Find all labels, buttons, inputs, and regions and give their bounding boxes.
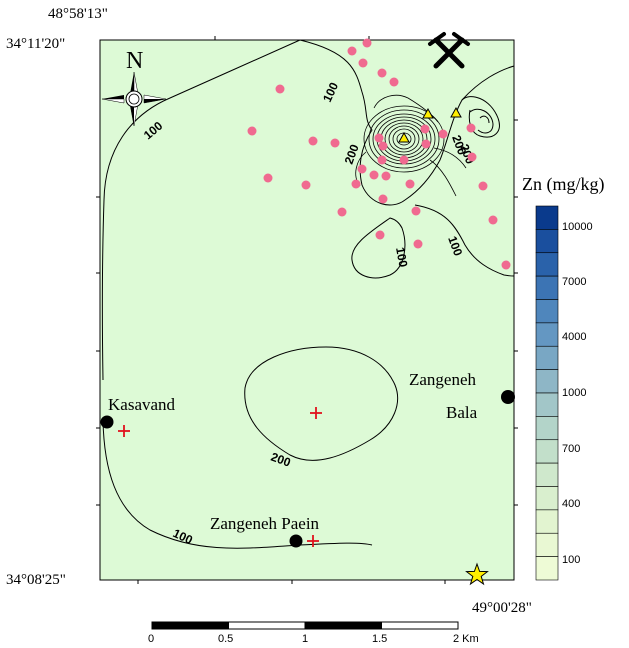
legend-tick: 700 (562, 443, 580, 455)
sample-point (375, 230, 385, 240)
north-label: N (126, 48, 143, 74)
sample-point (275, 84, 285, 94)
village-zangeneh-paein-dot (289, 534, 303, 548)
village-zangeneh-bala-dot (501, 390, 515, 404)
north-arrow: N (101, 48, 167, 127)
bottom-right-longitude: 49°00'28" (472, 600, 532, 616)
yellow-star-icon (465, 562, 489, 586)
sample-point (378, 194, 388, 204)
legend-swatch (535, 556, 559, 581)
sample-point (413, 239, 423, 249)
sample-point (378, 141, 388, 151)
map-frame (99, 39, 515, 581)
triangle-marker (398, 131, 410, 143)
sample-point (247, 126, 257, 136)
sample-point (478, 181, 488, 191)
triangle-marker (450, 106, 462, 118)
contour-labels: 100 100 100 200 200 200 100 100 100 200 (141, 80, 477, 547)
sample-point (347, 46, 357, 56)
places: Kasavand Zangeneh Bala Zangeneh Paein (100, 370, 515, 548)
crossed-hammers-icon (428, 32, 470, 69)
contour-label: 200 (449, 133, 469, 157)
scale-label: 1.5 (372, 633, 387, 645)
red-cross-markers (118, 407, 322, 547)
scale-bar: 0 0.5 1 1.5 2 Km (148, 621, 479, 645)
legend-title: Zn (mg/kg) (522, 174, 605, 195)
red-cross (118, 425, 130, 437)
sample-point (405, 179, 415, 189)
legend-swatch (535, 252, 559, 277)
legend-swatch (535, 205, 559, 230)
place-kasavand: Kasavand (108, 395, 176, 414)
sample-point (467, 152, 477, 162)
sample-point (308, 136, 318, 146)
sample-point (488, 215, 498, 225)
top-left-latitude: 34°11'20" (6, 36, 65, 52)
legend-swatch (535, 462, 559, 487)
scale-label: 0.5 (218, 633, 233, 645)
sample-point (420, 124, 430, 134)
legend-swatch (535, 392, 559, 417)
village-kasavand-dot (100, 415, 114, 429)
sample-point (351, 179, 361, 189)
legend-swatch (535, 369, 559, 394)
triangle-markers (398, 106, 462, 143)
contour-label: 200 (269, 450, 293, 470)
sample-point (369, 170, 379, 180)
sample-point (374, 133, 384, 143)
legend-swatch (535, 532, 559, 557)
bottom-left-latitude: 34°08'25" (6, 572, 66, 588)
legend-swatch (535, 275, 559, 300)
legend-tick: 10000 (562, 221, 593, 233)
sample-point (362, 38, 372, 48)
legend-swatch (535, 416, 559, 441)
scale-label: 1 (302, 633, 308, 645)
legend-tick: 4000 (562, 331, 586, 343)
legend-swatch (535, 229, 559, 254)
sample-point (377, 155, 387, 165)
contour-label: 100 (445, 234, 465, 258)
legend-tick: 100 (562, 554, 580, 566)
legend-swatch (535, 509, 559, 534)
triangle-marker (422, 107, 434, 119)
legend-tick: 1000 (562, 387, 586, 399)
sample-points (247, 38, 511, 270)
legend-swatch (535, 299, 559, 324)
top-left-longitude: 48°58'13" (48, 6, 108, 22)
sample-point (263, 173, 273, 183)
legend-color-bar (535, 205, 559, 581)
place-zangeneh-bala-line2: Bala (446, 403, 478, 422)
contour-label: 100 (393, 246, 410, 268)
sample-point (411, 206, 421, 216)
red-cross (310, 407, 322, 419)
scale-label: 2 Km (453, 633, 479, 645)
legend-swatch (535, 345, 559, 370)
sample-point (337, 207, 347, 217)
sample-point (421, 139, 431, 149)
legend-tick: 7000 (562, 276, 586, 288)
sample-point (438, 129, 448, 139)
sample-point (501, 260, 511, 270)
frame-ticks (96, 36, 518, 584)
legend-swatch (535, 322, 559, 347)
sample-point (389, 77, 399, 87)
legend-tick: 400 (562, 498, 580, 510)
sample-point (330, 138, 340, 148)
legend-swatch (535, 486, 559, 511)
sample-point (377, 68, 387, 78)
place-zangeneh-bala-line1: Zangeneh (409, 370, 477, 389)
sample-point (399, 155, 409, 165)
red-cross (307, 535, 319, 547)
place-zangeneh-paein: Zangeneh Paein (210, 514, 320, 533)
sample-point (466, 123, 476, 133)
sample-point (358, 58, 368, 68)
scale-label: 0 (148, 633, 154, 645)
legend-ticks: 10000 7000 4000 1000 700 400 100 (562, 221, 593, 566)
sample-point (357, 164, 367, 174)
sample-point (381, 171, 391, 181)
contour-label: 200 (342, 142, 362, 166)
sample-point (301, 180, 311, 190)
legend-swatch (535, 439, 559, 464)
